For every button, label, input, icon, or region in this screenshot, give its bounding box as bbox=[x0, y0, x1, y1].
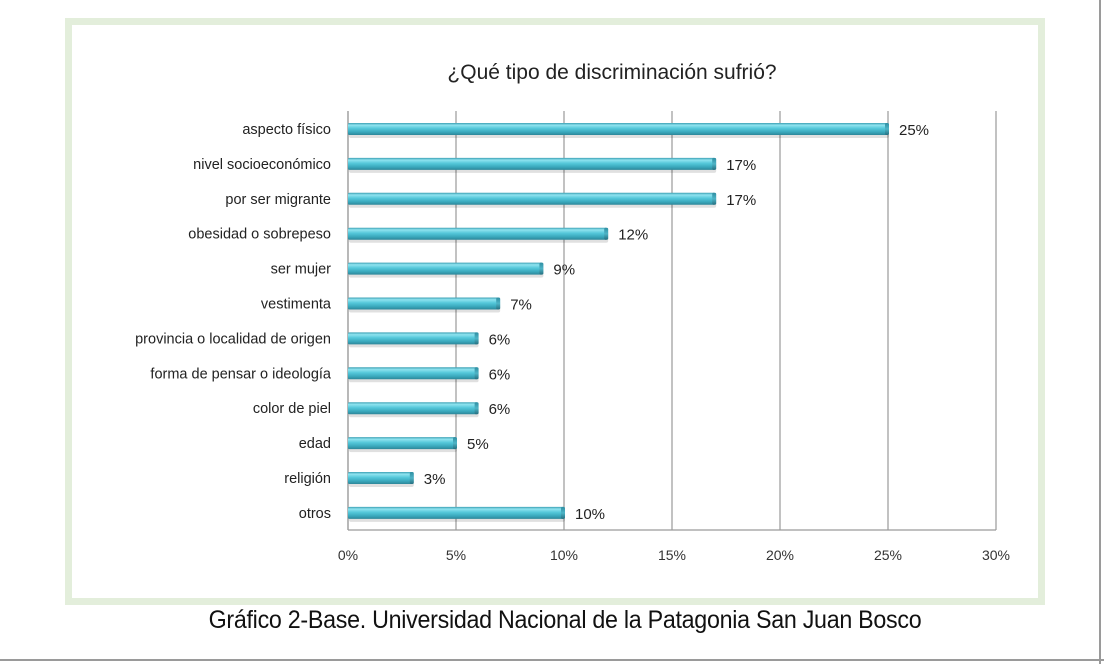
bar bbox=[348, 227, 608, 240]
value-label: 3% bbox=[424, 471, 446, 488]
category-label: forma de pensar o ideología bbox=[150, 366, 331, 382]
bar-end-cap bbox=[453, 437, 457, 450]
x-tick-label: 15% bbox=[658, 547, 686, 563]
bar-end-cap bbox=[474, 402, 479, 415]
bar-end-cap bbox=[604, 227, 609, 240]
bar bbox=[348, 367, 478, 380]
category-labels: aspecto físico nivel socioeconómico por se… bbox=[135, 122, 332, 522]
category-label: por ser migrante bbox=[225, 192, 331, 208]
value-label: 6% bbox=[489, 366, 511, 383]
bar-end-cap bbox=[712, 192, 717, 205]
x-tick-label: 30% bbox=[982, 547, 1010, 563]
x-tick-label: 0% bbox=[338, 547, 358, 563]
value-label: 12% bbox=[618, 227, 648, 244]
value-label: 9% bbox=[553, 262, 575, 279]
chart-title: ¿Qué tipo de discriminación sufrió? bbox=[447, 61, 776, 84]
bar bbox=[348, 472, 413, 484]
value-label: 10% bbox=[575, 506, 605, 523]
bar-end-cap bbox=[474, 367, 479, 380]
category-label: color de piel bbox=[253, 401, 331, 417]
bars bbox=[348, 123, 889, 522]
bar-end-cap bbox=[539, 262, 544, 275]
bar-end-cap bbox=[496, 297, 501, 310]
bar bbox=[348, 262, 543, 275]
page-edge bbox=[0, 659, 1104, 661]
value-label: 6% bbox=[489, 401, 511, 418]
bar-end-cap bbox=[409, 472, 414, 484]
category-label: nivel socioeconómico bbox=[193, 157, 331, 173]
figure-caption: Gráfico 2-Base. Universidad Nacional de … bbox=[208, 606, 922, 634]
value-label: 17% bbox=[726, 192, 756, 209]
bar bbox=[348, 402, 478, 415]
category-label: edad bbox=[299, 436, 331, 452]
value-labels: 25% 17% 17% 12% 9% 7% 6% 6% 6% 5% 3% 10% bbox=[424, 122, 929, 523]
x-tick-label: 10% bbox=[550, 547, 578, 563]
x-tick-label: 20% bbox=[766, 547, 794, 563]
bar bbox=[348, 332, 478, 345]
gridlines bbox=[347, 111, 997, 531]
value-label: 17% bbox=[726, 157, 756, 174]
bar-end-cap bbox=[712, 157, 717, 170]
bar-end-cap bbox=[474, 332, 479, 345]
category-label: obesidad o sobrepeso bbox=[188, 227, 331, 243]
category-label: provincia o localidad de origen bbox=[135, 331, 331, 347]
bar bbox=[348, 192, 716, 205]
value-label: 5% bbox=[467, 436, 489, 453]
x-tick-label: 25% bbox=[874, 547, 902, 563]
category-label: ser mujer bbox=[271, 262, 332, 278]
category-label: otros bbox=[299, 506, 331, 522]
bar bbox=[348, 437, 456, 450]
category-label: aspecto físico bbox=[242, 122, 331, 138]
value-label: 25% bbox=[899, 122, 929, 139]
bar bbox=[348, 506, 564, 519]
page-edge bbox=[1099, 0, 1101, 664]
bar-end-cap bbox=[885, 123, 889, 135]
category-label: religión bbox=[284, 471, 331, 487]
category-label: vestimenta bbox=[261, 297, 332, 313]
value-label: 7% bbox=[510, 297, 532, 314]
x-tick-label: 5% bbox=[446, 547, 466, 563]
bar bbox=[348, 297, 500, 310]
bar bbox=[348, 157, 716, 170]
bar-end-cap bbox=[561, 506, 565, 519]
x-axis-ticks: 0% 5% 10% 15% 20% 25% 30% bbox=[338, 547, 1010, 563]
bar bbox=[348, 123, 888, 135]
value-label: 6% bbox=[489, 331, 511, 348]
